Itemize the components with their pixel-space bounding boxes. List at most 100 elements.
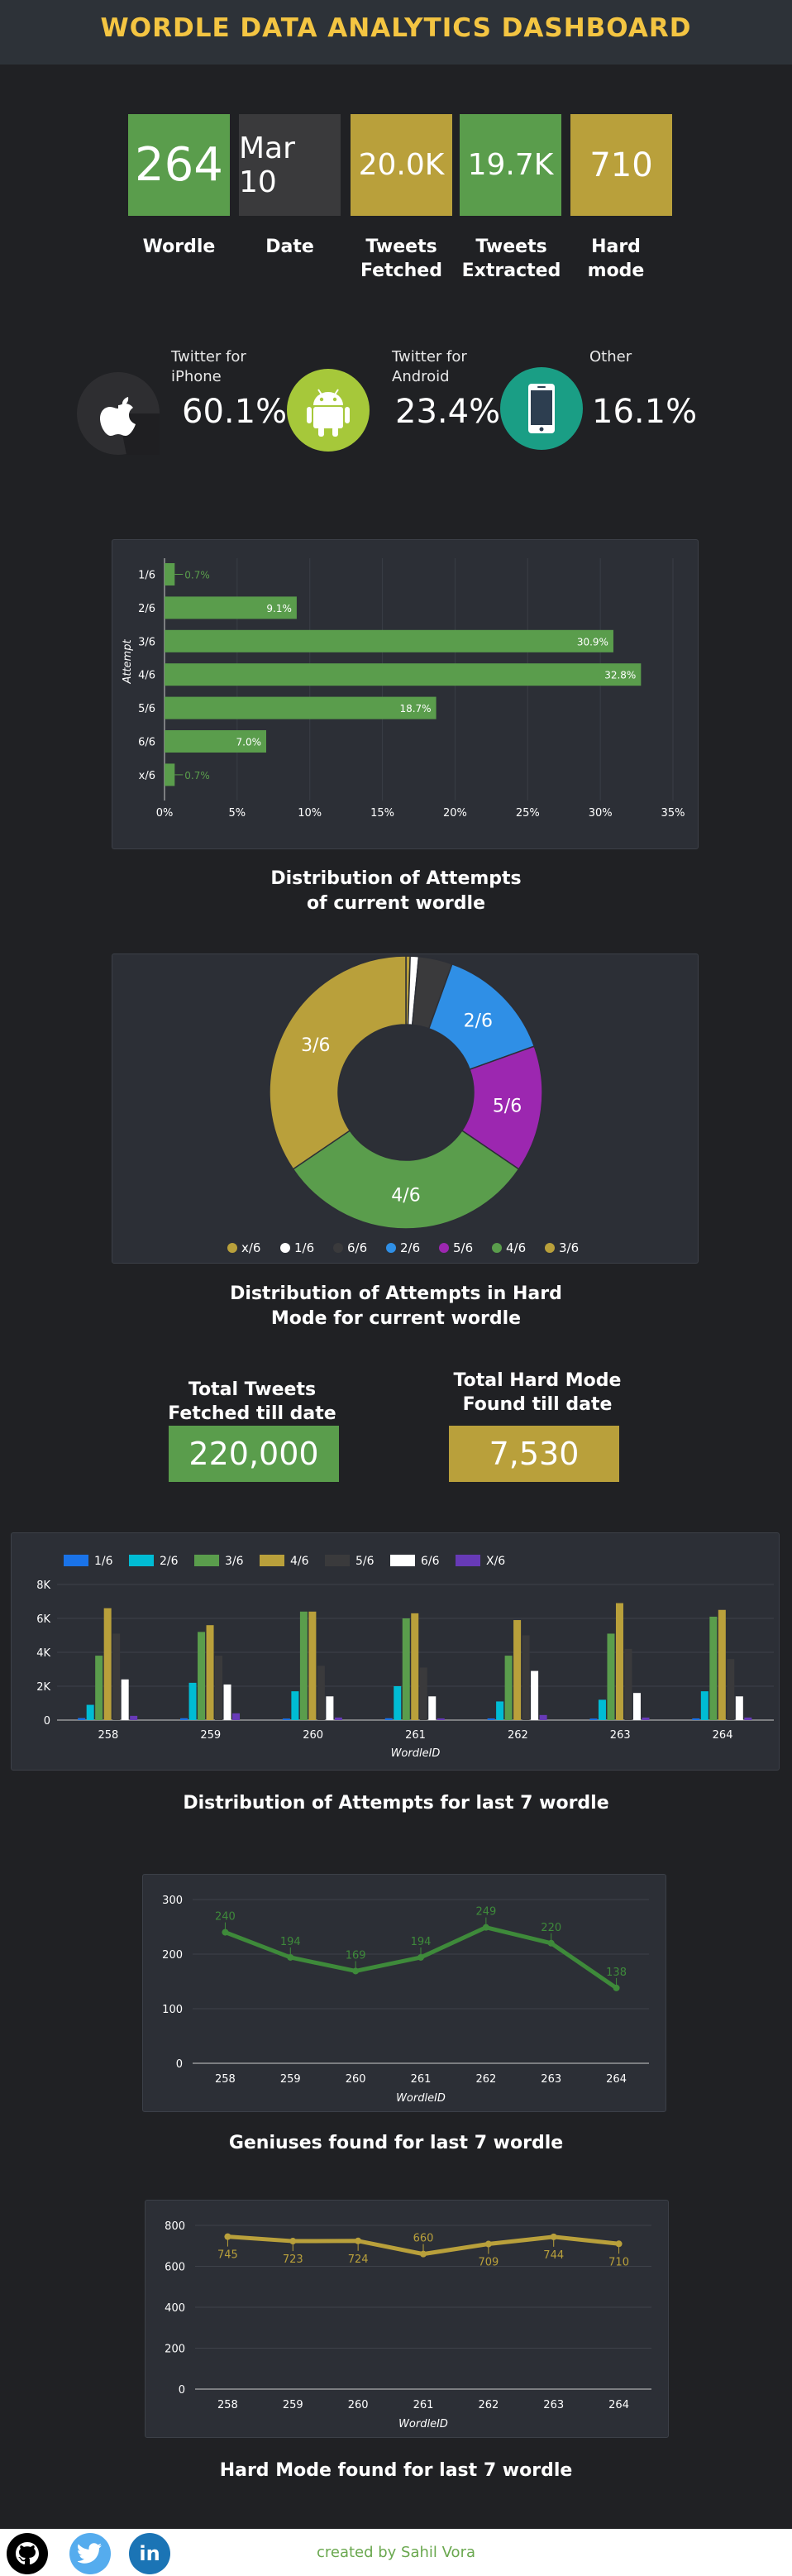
legend-swatch (227, 1243, 237, 1253)
bar (522, 1635, 530, 1720)
phone-icon (500, 367, 583, 450)
bar (95, 1656, 103, 1720)
bar (709, 1616, 718, 1720)
bar (642, 1717, 650, 1720)
bar (223, 1684, 231, 1720)
x-tick-label: 261 (405, 1729, 426, 1742)
donut-slice (269, 955, 407, 1170)
bar (165, 629, 613, 652)
last7-chart-caption: Distribution of Attempts for last 7 word… (183, 1793, 609, 1814)
legend-label: x/6 (241, 1240, 260, 1255)
data-label: 744 (543, 2249, 564, 2262)
tile-tweets-extracted-value: 19.7K (460, 114, 561, 216)
attempts-chart-panel: 0% 5% 10% 15% 20% 25% 30% 35% Attempt 1/6 0.7% 2/6 9… (112, 539, 699, 849)
x-tick-label: 263 (610, 1729, 631, 1742)
legend-label: 6/6 (421, 1555, 440, 1568)
platform-android-pct: 23.4% (395, 393, 501, 431)
total-tweets-value: 220,000 (169, 1426, 339, 1482)
bar (744, 1717, 752, 1720)
y-tick-label: 2K (36, 1681, 50, 1694)
bar (402, 1618, 410, 1720)
genius-chart-caption: Geniuses found for last 7 wordle (228, 2133, 564, 2153)
x-tick-label: 259 (200, 1729, 221, 1742)
bar (411, 1613, 419, 1720)
tile-hard-mode-label: Hard mode (587, 237, 645, 281)
bar (326, 1696, 334, 1720)
bar (291, 1691, 299, 1720)
x-tick-label: 262 (478, 2399, 499, 2411)
data-label: 709 (478, 2257, 499, 2269)
page-title: WORDLE DATA ANALYTICS DASHBOARD (100, 13, 692, 43)
data-label: 220 (541, 1922, 561, 1934)
data-label: 194 (411, 1936, 432, 1948)
github-icon[interactable] (7, 2533, 48, 2574)
footer-credit: created by Sahil Vora (316, 2544, 476, 2561)
data-point (222, 1928, 229, 1936)
hardlast-chart-caption: Hard Mode found for last 7 wordle (219, 2460, 573, 2481)
y-tick-label: 300 (162, 1895, 183, 1907)
apple-icon (77, 372, 160, 455)
data-label: 660 (413, 2233, 434, 2245)
tile-hard-mode-value: 710 (570, 114, 672, 216)
bar-value-label: 9.1% (266, 603, 292, 614)
bar (531, 1670, 539, 1720)
bar (282, 1718, 290, 1720)
genius-chart-panel: 0 100 200 300 240 194 169 194 249 220 138 258 259 260… (142, 1874, 666, 2112)
legend-label: 1/6 (94, 1555, 113, 1568)
x-tick-label: 0% (156, 807, 174, 820)
bar (232, 1713, 241, 1720)
y-tick-label: 2/6 (138, 603, 155, 615)
tile-wordle-label: Wordle (142, 237, 216, 257)
slice-label: 5/6 (493, 1096, 522, 1116)
legend-label: 1/6 (294, 1240, 314, 1255)
bar (589, 1718, 598, 1720)
total-hard-title: Total Hard Mode Found till date (453, 1370, 622, 1415)
tile-wordle-value: 264 (128, 114, 230, 216)
legend-label: 4/6 (506, 1240, 526, 1255)
x-tick-label: 264 (713, 1729, 733, 1742)
hardmode-line-chart: 0 200 400 600 800 745 723 724 660 709 744 710 258 259… (165, 2220, 651, 2430)
x-tick-label: 260 (303, 1729, 323, 1742)
legend-swatch (64, 1555, 88, 1566)
twitter-icon[interactable] (69, 2533, 111, 2574)
bar (496, 1701, 504, 1720)
legend-swatch (439, 1243, 449, 1253)
x-tick-label: 264 (606, 2073, 627, 2086)
x-tick-label: 15% (370, 807, 394, 820)
slice-label: 4/6 (391, 1186, 420, 1207)
legend-swatch (129, 1555, 154, 1566)
platform-other-pct: 16.1% (592, 393, 698, 431)
y-tick-label: 200 (165, 2344, 185, 2356)
bar (632, 1693, 641, 1720)
hardmode-chart-panel: 2/6 5/6 4/6 3/6 x/6 1/6 6/6 2/6 5/6 4/6 3/6 (112, 953, 699, 1264)
x-tick-label: 30% (589, 807, 613, 820)
bar (428, 1696, 437, 1720)
legend-swatch (386, 1243, 396, 1253)
bar (615, 1603, 623, 1720)
y-tick-label: 0 (44, 1715, 50, 1728)
slice-label: 3/6 (301, 1035, 330, 1056)
data-label: 240 (215, 1911, 236, 1924)
legend-label: X/6 (486, 1555, 505, 1568)
x-tick-label: 261 (413, 2399, 434, 2411)
bar (317, 1666, 325, 1720)
x-tick-label: 258 (98, 1729, 119, 1742)
platform-android-name: Twitter for Android (392, 348, 467, 385)
bar (607, 1633, 615, 1720)
y-tick-label: 1/6 (138, 570, 155, 582)
bar (598, 1699, 606, 1720)
bar (539, 1714, 547, 1720)
y-tick-label: 0 (179, 2384, 185, 2397)
legend-swatch (260, 1555, 284, 1566)
y-tick-label: x/6 (139, 770, 155, 782)
header-bar: WORDLE DATA ANALYTICS DASHBOARD (0, 0, 792, 65)
bar-value-label: 30.9% (577, 636, 608, 648)
tile-tweets-fetched-value: 20.0K (351, 114, 452, 216)
legend-swatch (194, 1555, 219, 1566)
data-label: 169 (346, 1949, 366, 1962)
bar (86, 1704, 94, 1720)
last7-grouped-bar-chart: 0 2K 4K 6K 8K 258 259 260 261 262 263 264 WordleID 1/… (36, 1555, 774, 1760)
bar (487, 1718, 495, 1720)
bar (130, 1715, 138, 1720)
linkedin-icon[interactable]: in (129, 2533, 170, 2574)
